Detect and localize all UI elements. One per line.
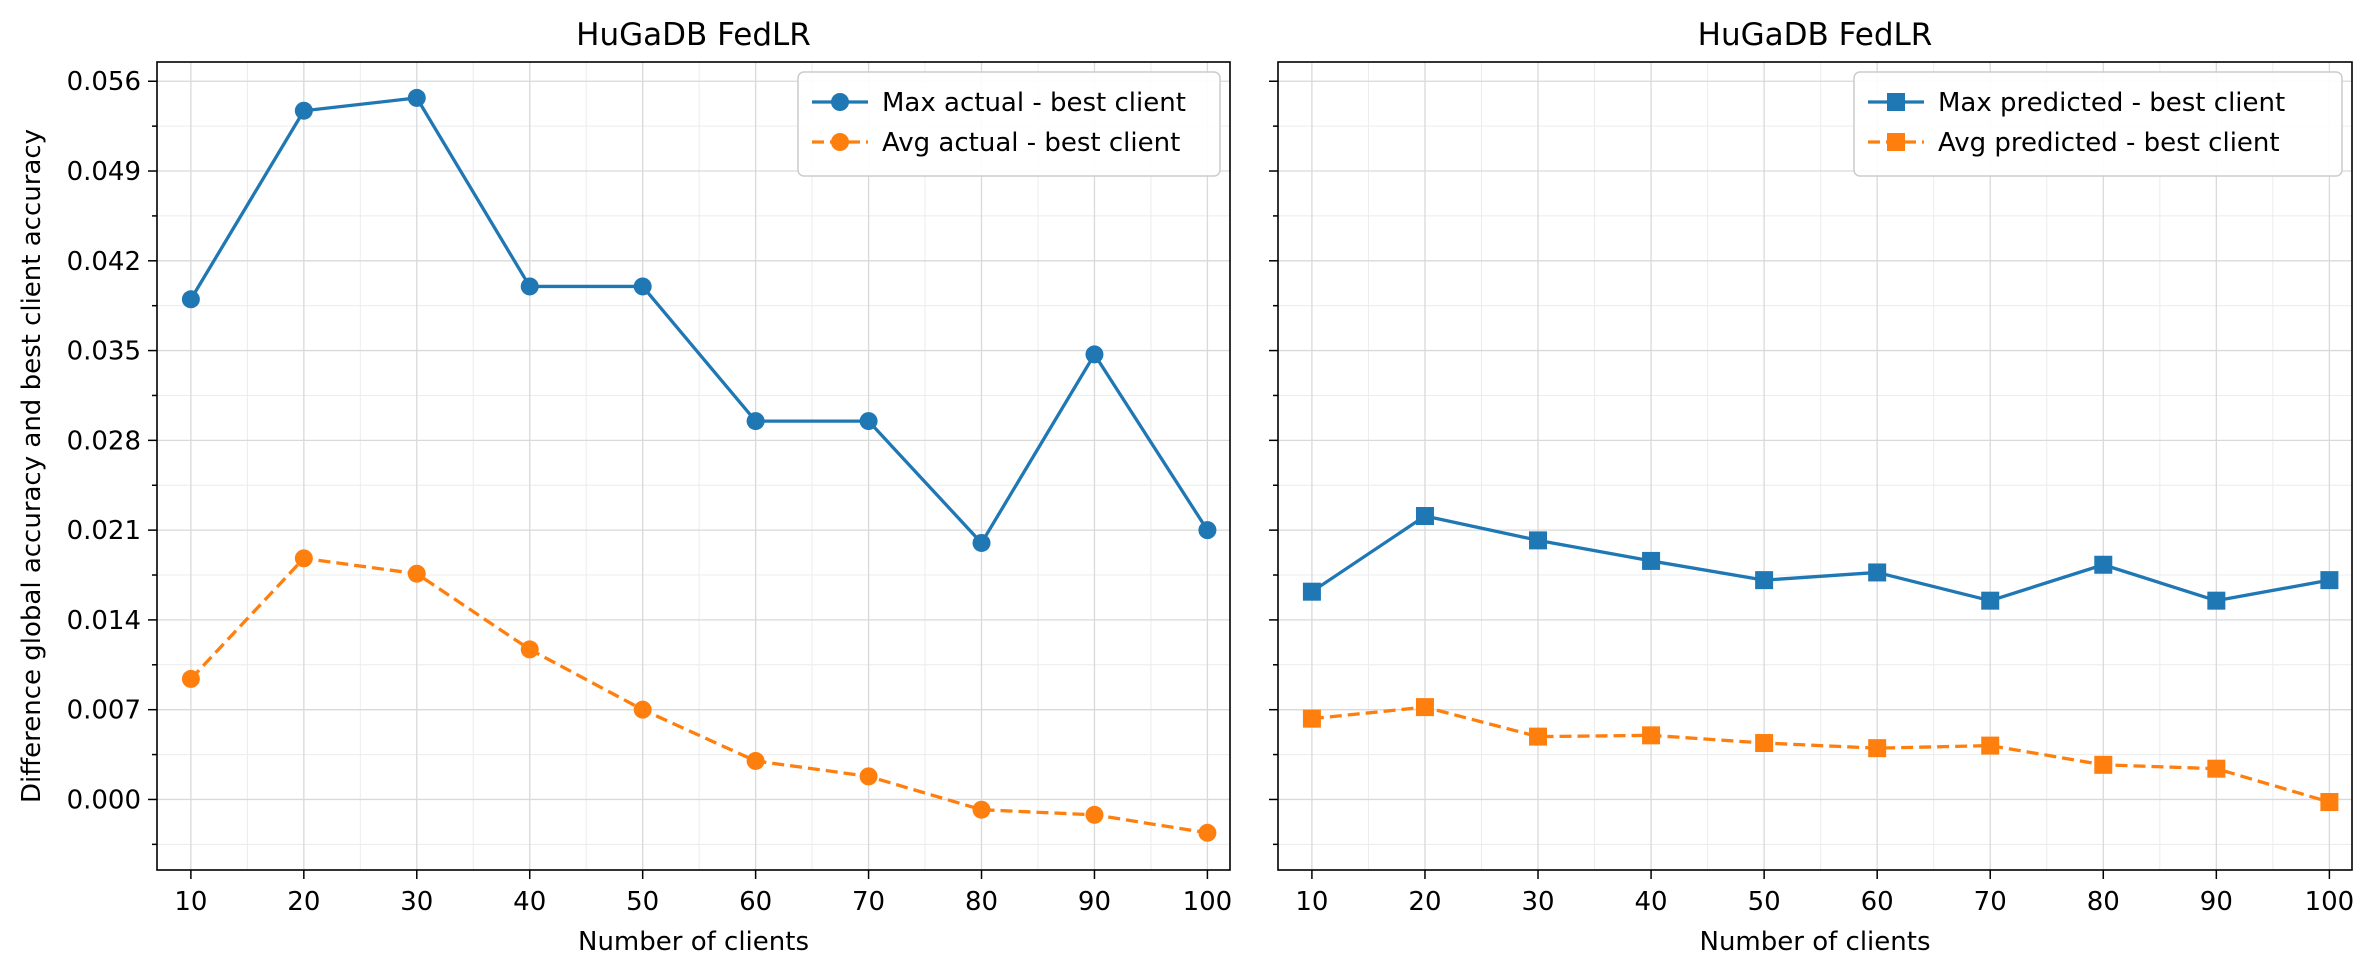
- right-data-point-1: [1981, 736, 2000, 755]
- left-legend-marker-0: [831, 93, 849, 111]
- right-data-point-1: [1529, 727, 1548, 746]
- right-series-line-1: [1311, 705, 2330, 804]
- left-data-point-0: [633, 277, 652, 296]
- right-x-tick-label: 50: [1748, 887, 1781, 917]
- right-data-point-1: [1415, 698, 1434, 717]
- left-data-point-0: [407, 88, 426, 107]
- left-data-point-0: [972, 533, 991, 552]
- left-axes-frame: [156, 61, 1231, 871]
- right-data-point-1: [1302, 709, 1321, 728]
- right-data-point-0: [2207, 591, 2226, 610]
- right-x-tick-label: 10: [1295, 887, 1328, 917]
- right-chart-panel: 10 20 30 40 50 60 70 80 90 100 Max predicted - bes…: [1269, 17, 2354, 957]
- right-chart-title: HuGaDB FedLR: [1698, 17, 1933, 53]
- left-x-tick-label: 70: [852, 887, 885, 917]
- right-x-tick-label: 40: [1635, 887, 1668, 917]
- left-data-point-0: [1085, 345, 1104, 364]
- right-legend-label-1: Avg predicted - best client: [1938, 128, 2280, 158]
- left-data-point-0: [746, 412, 765, 431]
- left-data-point-1: [1198, 823, 1217, 842]
- left-y-tick-label: 0.049: [67, 157, 141, 187]
- right-data-point-0: [1415, 507, 1434, 526]
- left-x-tick-label: 20: [287, 887, 320, 917]
- right-data-point-1: [1868, 739, 1887, 758]
- right-x-tick-label: 60: [1861, 887, 1894, 917]
- left-x-tick-label: 80: [965, 887, 998, 917]
- left-legend-box: [797, 71, 1221, 177]
- left-x-axis-label: Number of clients: [578, 927, 809, 957]
- left-chart-panel: 10 20 30 40 50 60 70 80 90 100 0.000 0.007 0.014 0.02…: [17, 17, 1232, 957]
- left-series-line-1: [189, 556, 1208, 835]
- left-data-point-1: [520, 640, 539, 659]
- left-data-point-0: [181, 290, 200, 309]
- right-series-line-0: [1311, 514, 2330, 603]
- right-data-point-0: [1868, 563, 1887, 582]
- left-data-point-1: [294, 549, 313, 568]
- left-y-tick-label: 0.000: [67, 785, 141, 815]
- left-y-tick-label: 0.021: [67, 516, 141, 546]
- right-legend-box: [1853, 71, 2343, 177]
- left-y-tick-label: 0.014: [67, 606, 141, 636]
- right-x-tick-label: 20: [1408, 887, 1441, 917]
- right-x-tick-label: 80: [2087, 887, 2120, 917]
- left-legend-label-0: Max actual - best client: [882, 88, 1186, 118]
- left-x-tick-label: 10: [174, 887, 207, 917]
- right-axes-frame: [1277, 61, 2353, 871]
- right-data-point-0: [1981, 591, 2000, 610]
- right-legend: Max predicted - best client Avg predicted…: [1853, 71, 2343, 177]
- right-data-point-0: [1642, 551, 1661, 570]
- right-data-point-1: [2207, 759, 2226, 778]
- left-x-tick-label: 40: [513, 887, 546, 917]
- left-y-tick-label: 0.035: [67, 337, 141, 367]
- left-data-point-1: [746, 751, 765, 770]
- left-y-tick-label: 0.028: [67, 426, 141, 456]
- left-legend-label-1: Avg actual - best client: [882, 128, 1180, 158]
- left-legend-marker-1: [831, 133, 849, 151]
- left-x-tick-label: 30: [400, 887, 433, 917]
- right-data-point-1: [2094, 755, 2113, 774]
- right-data-point-1: [1642, 726, 1661, 745]
- left-data-point-1: [859, 767, 878, 786]
- left-data-point-0: [520, 277, 539, 296]
- left-x-tick-label: 90: [1078, 887, 1111, 917]
- right-x-tick-label: 70: [1974, 887, 2007, 917]
- left-data-point-1: [407, 564, 426, 583]
- right-data-point-0: [2094, 555, 2113, 574]
- right-data-point-0: [1529, 531, 1548, 550]
- left-y-tick-label: 0.007: [67, 696, 141, 726]
- left-data-point-1: [633, 700, 652, 719]
- right-data-point-0: [1755, 571, 1774, 590]
- right-data-point-0: [1302, 582, 1321, 601]
- right-x-axis-label: Number of clients: [1700, 927, 1931, 957]
- left-data-point-1: [972, 800, 991, 819]
- left-series-line-0: [189, 96, 1209, 545]
- left-x-tick-label: 100: [1183, 887, 1233, 917]
- right-data-point-0: [2320, 571, 2339, 590]
- right-data-point-1: [1755, 734, 1774, 753]
- left-data-point-1: [1085, 805, 1104, 824]
- right-legend-marker-1: [1887, 133, 1905, 151]
- right-x-tick-label: 90: [2200, 887, 2233, 917]
- left-y-tick-label: 0.056: [67, 67, 141, 97]
- left-chart-title: HuGaDB FedLR: [576, 17, 811, 53]
- left-x-tick-label: 60: [739, 887, 772, 917]
- left-x-tick-label: 50: [626, 887, 659, 917]
- right-data-point-1: [2320, 793, 2339, 812]
- right-legend-marker-0: [1887, 93, 1905, 111]
- left-data-point-0: [1198, 521, 1217, 540]
- left-y-axis-label: Difference global accuracy and best clie…: [17, 129, 47, 803]
- left-legend: Max actual - best client Avg actual - bes…: [797, 71, 1221, 177]
- left-data-point-1: [181, 669, 200, 688]
- left-data-point-0: [294, 101, 313, 120]
- left-y-tick-label: 0.042: [67, 247, 141, 277]
- right-legend-label-0: Max predicted - best client: [1938, 88, 2285, 118]
- right-x-tick-label: 30: [1521, 887, 1554, 917]
- right-x-tick-label: 100: [2305, 887, 2355, 917]
- left-data-point-0: [859, 412, 878, 431]
